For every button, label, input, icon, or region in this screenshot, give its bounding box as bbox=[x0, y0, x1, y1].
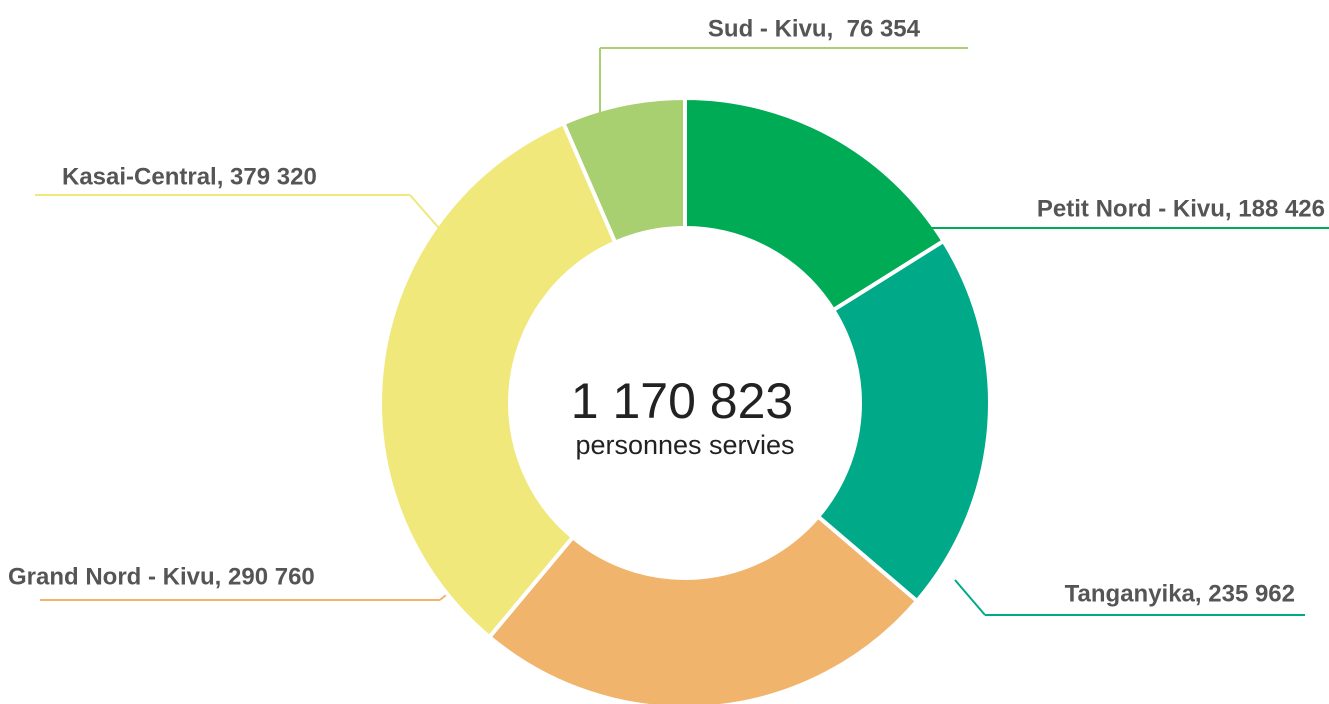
leader-line bbox=[409, 194, 446, 236]
slice bbox=[486, 513, 920, 704]
slice bbox=[683, 95, 947, 313]
leader-line bbox=[954, 579, 986, 616]
slice-label: Sud - Kivu, 76 354 bbox=[708, 15, 921, 42]
leader-line bbox=[904, 221, 909, 229]
slice-label: Petit Nord - Kivu, 188 426 bbox=[1037, 195, 1325, 222]
total: 1 170 823 bbox=[571, 373, 793, 429]
slice bbox=[378, 120, 618, 640]
slice bbox=[560, 95, 687, 246]
slice-label: Tanganyika, 235 962 bbox=[1065, 580, 1295, 607]
total-caption: personnes servies bbox=[575, 430, 794, 460]
slice-label: Grand Nord - Kivu, 290 760 bbox=[8, 563, 315, 590]
slice bbox=[815, 238, 992, 604]
slice-label: Kasai-Central, 379 320 bbox=[62, 163, 317, 190]
